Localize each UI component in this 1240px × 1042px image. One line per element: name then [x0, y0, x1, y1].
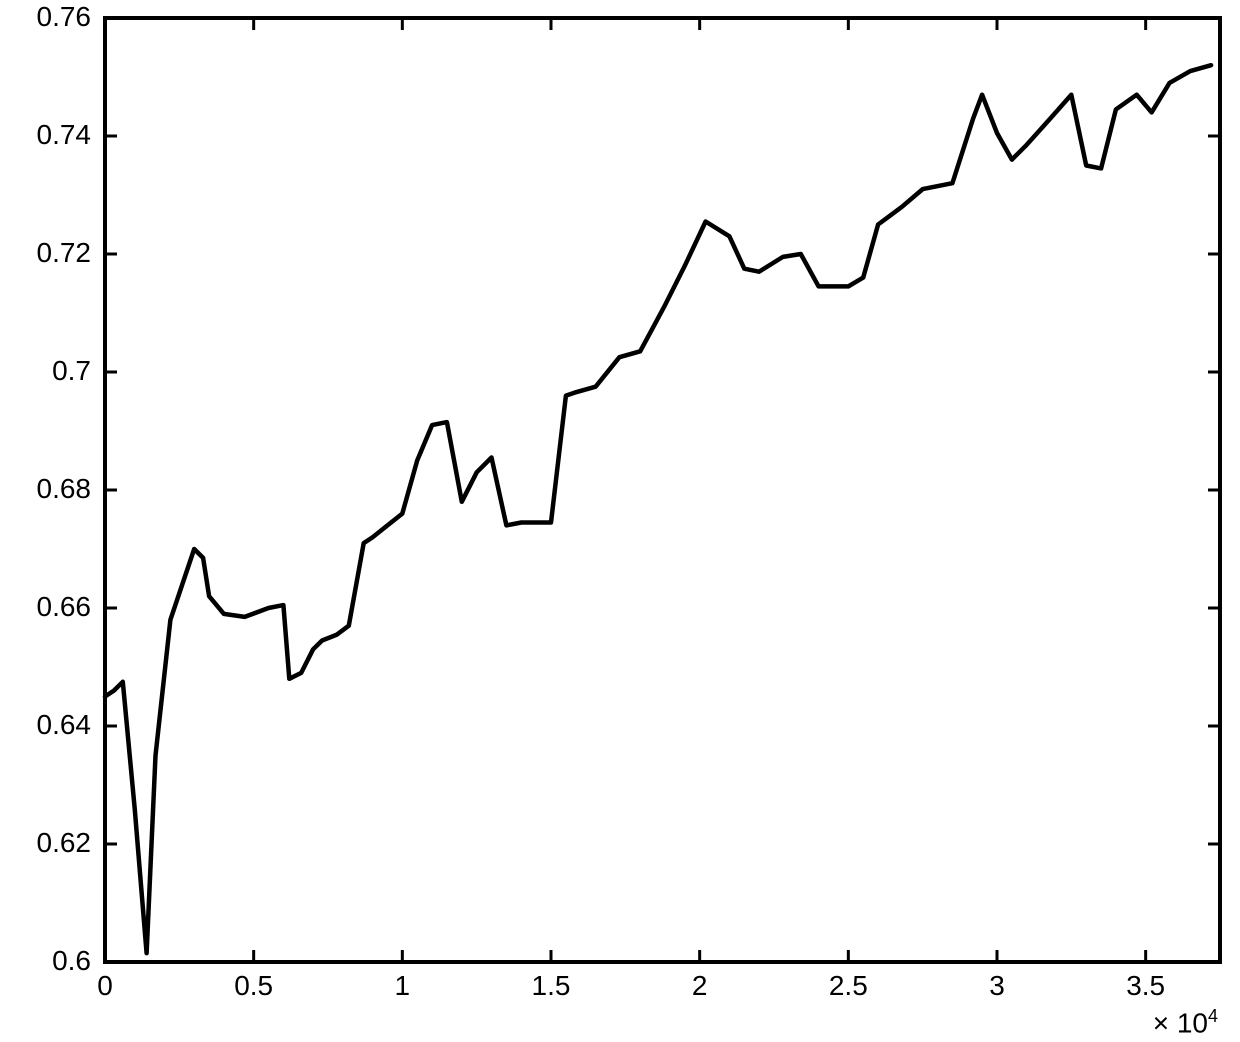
x-axis-exponent: × 104	[1153, 1006, 1218, 1039]
y-tick-label: 0.68	[37, 473, 92, 505]
x-tick-label: 3.5	[1118, 970, 1174, 1002]
y-tick-label: 0.66	[37, 591, 92, 623]
x-tick-label: 1.5	[523, 970, 579, 1002]
y-tick-label: 0.76	[37, 1, 92, 33]
y-tick-label: 0.62	[37, 827, 92, 859]
x-exp-mult: × 10	[1153, 1007, 1208, 1038]
y-tick-label: 0.72	[37, 237, 92, 269]
line-chart: 0.60.620.640.660.680.70.720.740.7600.511…	[0, 0, 1240, 1042]
x-tick-label: 0.5	[226, 970, 282, 1002]
x-tick-label: 1	[374, 970, 430, 1002]
x-exp-sup: 4	[1208, 1006, 1218, 1026]
y-tick-label: 0.7	[52, 355, 91, 387]
x-tick-label: 2	[672, 970, 728, 1002]
x-tick-label: 2.5	[820, 970, 876, 1002]
plot-area	[105, 18, 1220, 962]
chart-svg	[0, 0, 1240, 1042]
x-tick-label: 3	[969, 970, 1025, 1002]
x-tick-label: 0	[77, 970, 133, 1002]
y-tick-label: 0.64	[37, 709, 92, 741]
y-tick-label: 0.74	[37, 119, 92, 151]
